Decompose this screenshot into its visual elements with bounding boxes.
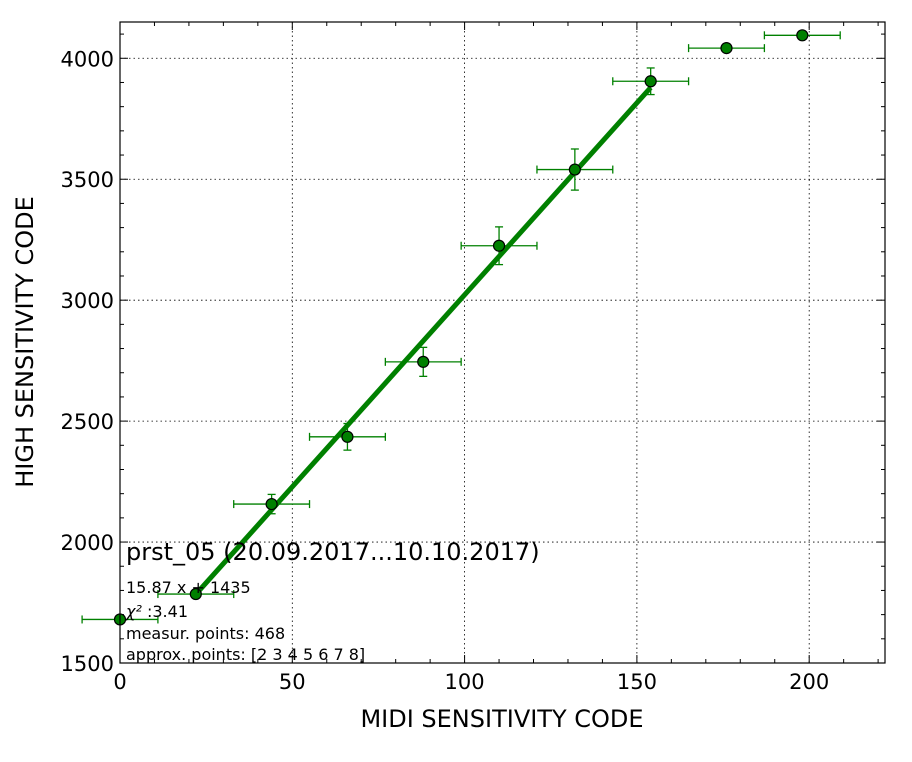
x-tick-label: 0 <box>113 670 126 694</box>
data-point <box>265 497 278 511</box>
chi2-label: χ² <box>125 602 142 621</box>
annotation-points: measur. points: 468 <box>126 624 285 643</box>
y-tick-label: 4000 <box>61 47 114 71</box>
data-point <box>644 75 657 88</box>
x-tick-label: 150 <box>617 670 657 694</box>
data-point <box>720 42 733 55</box>
annotation-approx: approx. points: [2 3 4 5 6 7 8] <box>126 645 365 664</box>
data-point <box>189 587 202 601</box>
data-point <box>341 430 354 443</box>
y-axis-label: HIGH SENSITIVITY CODE <box>11 196 39 488</box>
chi2-value: :3.41 <box>142 602 188 621</box>
tick-labels: 0 50 100 150 200 1500 2000 2500 3000 3500 4000 <box>61 47 830 694</box>
data-points <box>113 29 809 626</box>
data-point <box>417 355 430 368</box>
x-axis-label: MIDI SENSITIVITY CODE <box>360 705 643 733</box>
data-point <box>796 29 809 42</box>
x-tick-label: 50 <box>279 670 306 694</box>
y-tick-label: 3500 <box>61 168 114 192</box>
data-point <box>568 163 581 176</box>
plot-frame <box>119 21 886 664</box>
annotation-title: prst_05 (20.09.2017...10.10.2017) <box>126 538 540 566</box>
axis-ticks <box>119 22 885 664</box>
data-point <box>492 239 506 252</box>
x-tick-label: 100 <box>445 670 485 694</box>
y-tick-label: 2000 <box>61 531 114 555</box>
annotation-formula: 15.87 x + 1435 <box>126 578 251 597</box>
annotation-chi2: χ² :3.41 <box>125 602 188 621</box>
y-tick-label: 1500 <box>61 652 114 676</box>
y-tick-label: 2500 <box>61 410 114 434</box>
y-tick-label: 3000 <box>61 289 114 313</box>
grid <box>120 22 885 663</box>
x-tick-label: 200 <box>789 670 829 694</box>
